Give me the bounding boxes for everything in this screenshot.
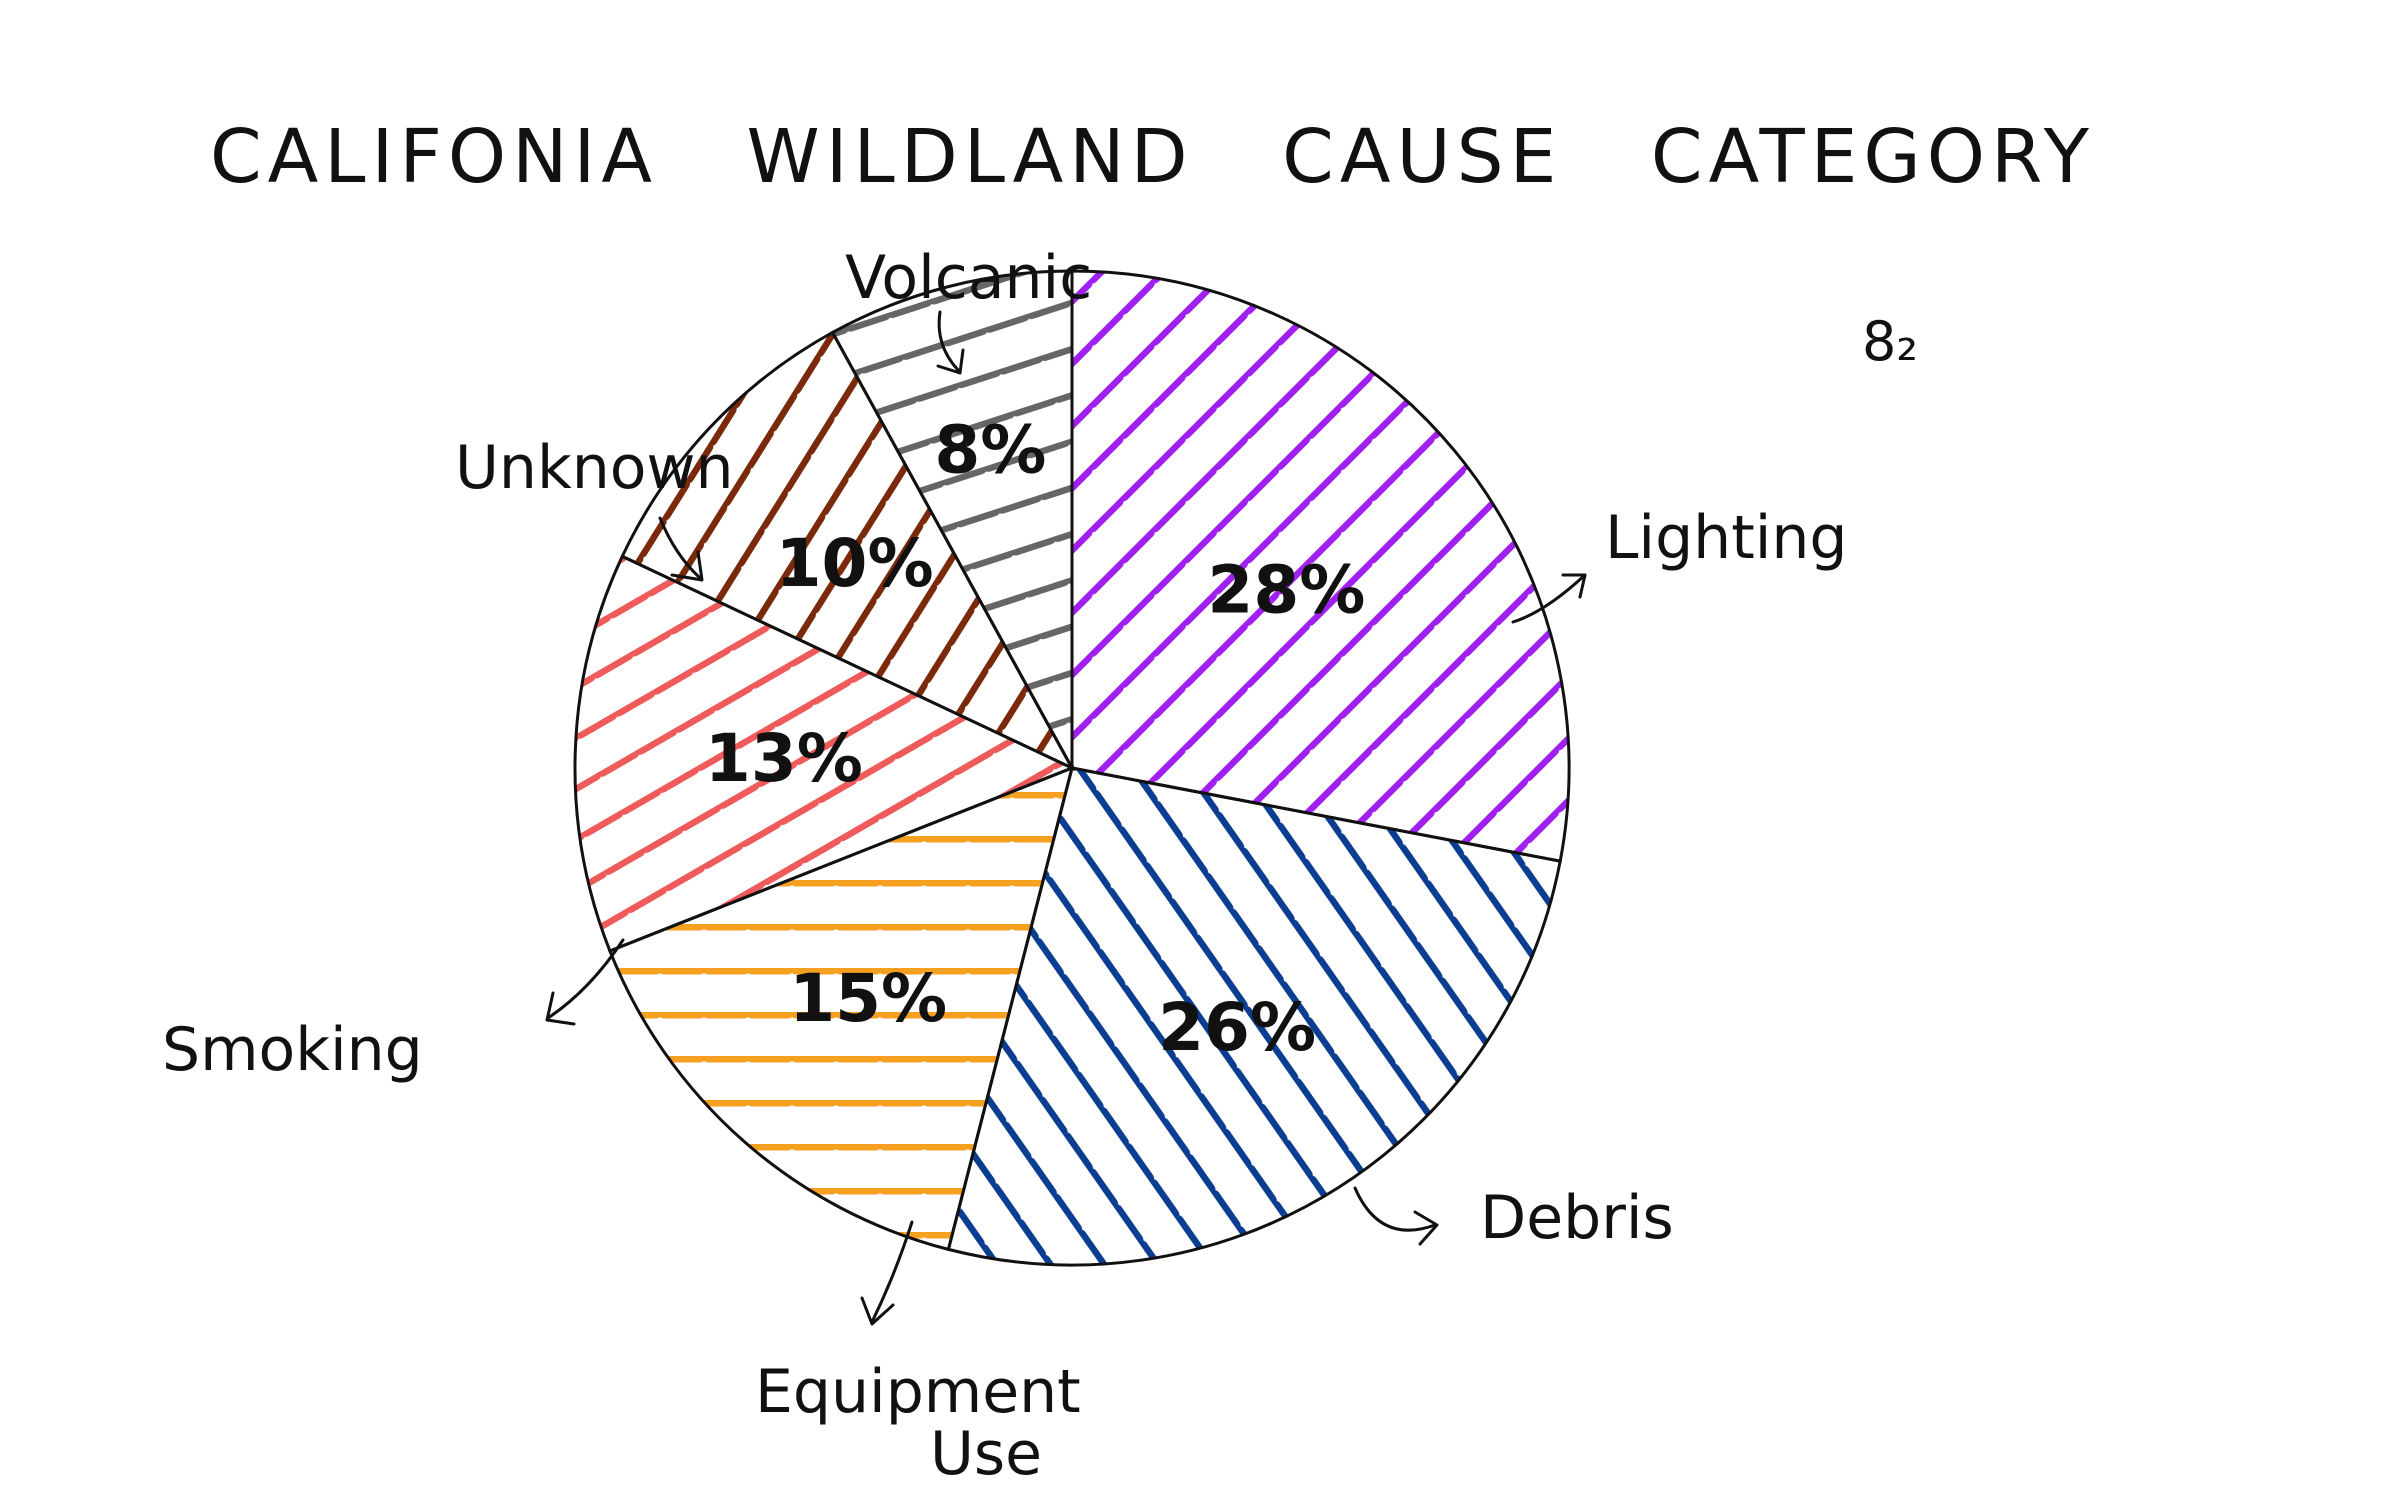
slice-unknown — [620, 330, 1076, 772]
slice-equipment-use — [607, 765, 1075, 1252]
percent-label-unknown: 10% — [776, 525, 934, 602]
category-label-unknown: Unknown — [455, 433, 734, 503]
pie-slices — [573, 269, 1571, 1267]
corner-note: 8₂ — [1862, 310, 1918, 373]
percent-labels: 28% 26% 15% 13% 10%8% — [705, 411, 1365, 1066]
arrow-equipment-use — [860, 1220, 914, 1326]
category-label-debris: Debris — [1480, 1183, 1674, 1253]
percent-label-volcanic: 8% — [934, 411, 1046, 488]
category-label-lighting: Lighting — [1605, 503, 1848, 573]
category-labels: Lighting Debris Equipment Use Smoking Unknown… — [162, 243, 1848, 1489]
arrow-smoking — [545, 938, 625, 1026]
percent-label-lighting: 28% — [1207, 552, 1365, 629]
percent-label-equipment-use: 15% — [789, 960, 947, 1037]
arrow-volcanic — [936, 310, 965, 375]
label-arrows — [545, 310, 1587, 1326]
percent-label-smoking: 13% — [705, 720, 863, 797]
category-label-equipment-use: Equipment Use — [755, 1357, 1081, 1489]
percent-label-debris: 26% — [1158, 989, 1316, 1066]
category-label-volcanic: Volcanic — [845, 243, 1092, 313]
slice-debris — [946, 766, 1562, 1267]
slice-lighting — [1070, 269, 1571, 863]
category-label-smoking: Smoking — [162, 1015, 423, 1085]
arrow-lighting — [1511, 573, 1587, 624]
arrow-unknown — [658, 516, 704, 582]
slice-smoking — [573, 554, 1076, 953]
slice-volcanic — [830, 269, 1074, 769]
arrow-debris — [1353, 1186, 1439, 1246]
chart-title: CALIFONIA WILDLAND CAUSE CATEGORY — [210, 114, 2095, 200]
